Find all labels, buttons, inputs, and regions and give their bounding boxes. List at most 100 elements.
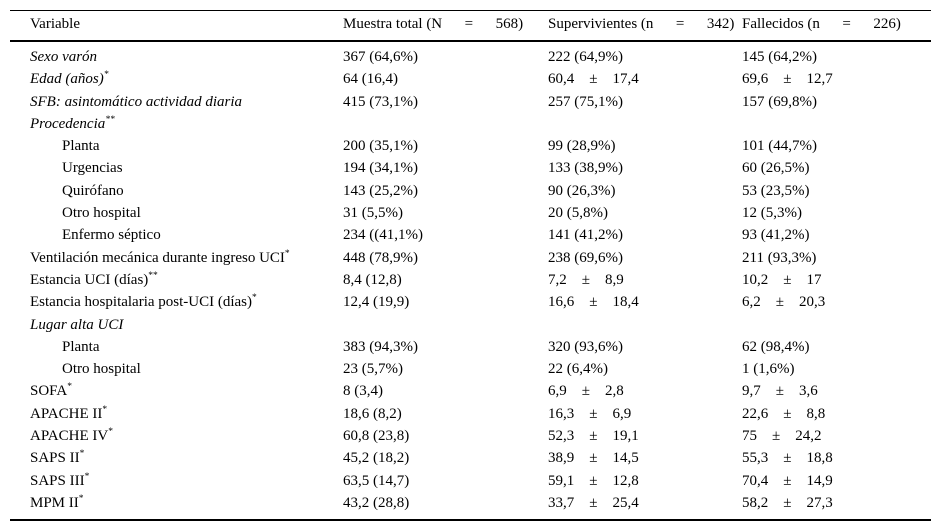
- cell-muestra-total: 64 (16,4): [343, 71, 398, 88]
- cell-muestra-total: 143 (25,2%): [343, 182, 418, 199]
- cell-muestra-total: 415 (73,1%): [343, 93, 418, 110]
- cell-supervivientes: 238 (69,6%): [548, 249, 623, 266]
- cell-fallecidos: 145 (64,2%): [742, 49, 817, 65]
- cell-fallecidos: 53 (23,5%): [742, 182, 810, 199]
- table-row-alta-planta: Planta 383 (94,3%) 320 (93,6%) 62 (98,4%…: [10, 336, 931, 358]
- row-label: Otro hospital: [30, 202, 343, 224]
- row-label: Procedencia**: [30, 113, 343, 135]
- table-row-edad: Edad (años)* 64 (16,4) 60,4 ± 17,4 69,6 …: [10, 68, 931, 90]
- row-label: Ventilación mecánica durante ingreso UCI…: [30, 247, 343, 269]
- row-label: APACHE IV*: [30, 425, 343, 447]
- cell-fallecidos: [742, 314, 931, 336]
- row-label: SAPS III*: [30, 470, 343, 492]
- row-label-text: Sexo varón: [30, 49, 98, 65]
- row-label: Urgencias: [30, 157, 343, 179]
- row-label-text: APACHE IV: [30, 428, 109, 445]
- table-header-row: Variable Muestra total (N = 568) Supervi…: [10, 11, 931, 42]
- cell-fallecidos: 62 (98,4%): [742, 338, 810, 355]
- row-label: Lugar alta UCI: [30, 314, 343, 336]
- row-label: Planta: [30, 135, 343, 157]
- cell-fallecidos: 6,2 ± 20,3: [742, 294, 826, 311]
- cell-fallecidos: 69,6 ± 12,7: [742, 71, 833, 88]
- row-label-text: Estancia hospitalaria post-UCI (días): [30, 294, 253, 311]
- row-label-text: SAPS II: [30, 450, 80, 467]
- cell-muestra-total: 18,6 (8,2): [343, 405, 402, 422]
- cell-fallecidos: [742, 113, 931, 135]
- row-label-superscript: *: [102, 404, 108, 415]
- cell-fallecidos: 157 (69,8%): [742, 93, 817, 110]
- row-label: SAPS II*: [30, 447, 343, 469]
- cell-fallecidos: 1 (1,6%): [742, 361, 795, 378]
- cell-supervivientes: 320 (93,6%): [548, 338, 623, 355]
- row-label: Estancia hospitalaria post-UCI (días)*: [30, 291, 343, 313]
- row-label-text: Planta: [62, 338, 100, 355]
- table-row-mpm-ii: MPM II* 43,2 (28,8) 33,7 ± 25,4 58,2 ± 2…: [10, 492, 931, 514]
- cell-fallecidos: 101 (44,7%): [742, 138, 817, 155]
- table-row-procedencia-planta: Planta 200 (35,1%) 99 (28,9%) 101 (44,7%…: [10, 135, 931, 157]
- cell-muestra-total: 8 (3,4): [343, 383, 383, 400]
- cell-supervivientes: 59,1 ± 12,8: [548, 472, 639, 489]
- table-row-saps-ii: SAPS II* 45,2 (18,2) 38,9 ± 14,5 55,3 ± …: [10, 447, 931, 469]
- cell-supervivientes: 99 (28,9%): [548, 138, 616, 155]
- row-label-superscript: *: [79, 449, 85, 460]
- cell-muestra-total: 200 (35,1%): [343, 138, 418, 155]
- table-row-apache-ii: APACHE II* 18,6 (8,2) 16,3 ± 6,9 22,6 ± …: [10, 403, 931, 425]
- row-label: Otro hospital: [30, 358, 343, 380]
- cell-supervivientes: 33,7 ± 25,4: [548, 494, 639, 511]
- row-label-text: Estancia UCI (días): [30, 271, 149, 288]
- cell-supervivientes: 38,9 ± 14,5: [548, 450, 639, 467]
- row-label-text: Urgencias: [62, 160, 123, 177]
- cell-supervivientes: 90 (26,3%): [548, 182, 616, 199]
- cell-muestra-total: 12,4 (19,9): [343, 294, 410, 311]
- cell-fallecidos: 10,2 ± 17: [742, 271, 822, 288]
- table-row-alta-otro-hospital: Otro hospital 23 (5,7%) 22 (6,4%) 1 (1,6…: [10, 358, 931, 380]
- cell-supervivientes: 133 (38,9%): [548, 160, 623, 177]
- cell-muestra-total: [343, 314, 548, 336]
- cell-supervivientes: 20 (5,8%): [548, 205, 608, 222]
- cell-supervivientes: 6,9 ± 2,8: [548, 383, 624, 400]
- cell-muestra-total: 194 (34,1%): [343, 160, 418, 177]
- cell-supervivientes: 52,3 ± 19,1: [548, 428, 639, 445]
- row-label-superscript: *: [67, 382, 72, 393]
- row-label: SOFA*: [30, 380, 343, 402]
- row-label-text: Otro hospital: [62, 361, 141, 378]
- row-label-text: SAPS III: [30, 472, 85, 489]
- row-label-superscript: *: [78, 493, 84, 504]
- cell-muestra-total: 60,8 (23,8): [343, 428, 410, 445]
- cell-supervivientes: [548, 314, 742, 336]
- cell-fallecidos: 55,3 ± 18,8: [742, 450, 833, 467]
- row-label-text: Otro hospital: [62, 205, 141, 222]
- table-row-procedencia: Procedencia**: [10, 113, 931, 135]
- cell-fallecidos: 211 (93,3%): [742, 249, 817, 266]
- table-row-otro-hospital-procedencia: Otro hospital 31 (5,5%) 20 (5,8%) 12 (5,…: [10, 202, 931, 224]
- cell-fallecidos: 22,6 ± 8,8: [742, 405, 826, 422]
- table-row-ventilacion-mecanica: Ventilación mecánica durante ingreso UCI…: [10, 247, 931, 269]
- cell-muestra-total: 8,4 (12,8): [343, 271, 402, 288]
- table-body: Sexo varón 367 (64,6%) 222 (64,9%) 145 (…: [10, 42, 931, 519]
- row-label: Estancia UCI (días)**: [30, 269, 343, 291]
- table-row-estancia-uci: Estancia UCI (días)** 8,4 (12,8) 7,2 ± 8…: [10, 269, 931, 291]
- column-header-muestra-total: Muestra total (N = 568): [343, 16, 524, 32]
- row-label-text: APACHE II: [30, 405, 103, 422]
- cell-muestra-total: 383 (94,3%): [343, 338, 418, 355]
- row-label-superscript: *: [103, 70, 109, 81]
- cell-muestra-total: 63,5 (14,7): [343, 472, 410, 489]
- cell-supervivientes: 257 (75,1%): [548, 93, 623, 110]
- cell-supervivientes: 141 (41,2%): [548, 227, 623, 244]
- column-header-supervivientes: Supervivientes (n = 342): [548, 16, 735, 32]
- row-label-text: Quirófano: [62, 182, 124, 199]
- table-row-saps-iii: SAPS III* 63,5 (14,7) 59,1 ± 12,8 70,4 ±…: [10, 470, 931, 492]
- row-label: MPM II*: [30, 492, 343, 514]
- cell-fallecidos: 60 (26,5%): [742, 160, 810, 177]
- cell-muestra-total: [343, 113, 548, 135]
- row-label-superscript: *: [284, 248, 290, 259]
- row-label-superscript: **: [148, 270, 158, 281]
- row-label-text: Procedencia: [30, 115, 106, 132]
- cell-muestra-total: 43,2 (28,8): [343, 494, 410, 511]
- cell-fallecidos: 93 (41,2%): [742, 227, 810, 244]
- row-label: Enfermo séptico: [30, 224, 343, 246]
- row-label-text: MPM II: [30, 494, 79, 511]
- table-row-estancia-post-uci: Estancia hospitalaria post-UCI (días)* 1…: [10, 291, 931, 313]
- row-label-text: SFB: asintomático actividad diaria: [30, 93, 243, 110]
- cell-muestra-total: 367 (64,6%): [343, 49, 418, 65]
